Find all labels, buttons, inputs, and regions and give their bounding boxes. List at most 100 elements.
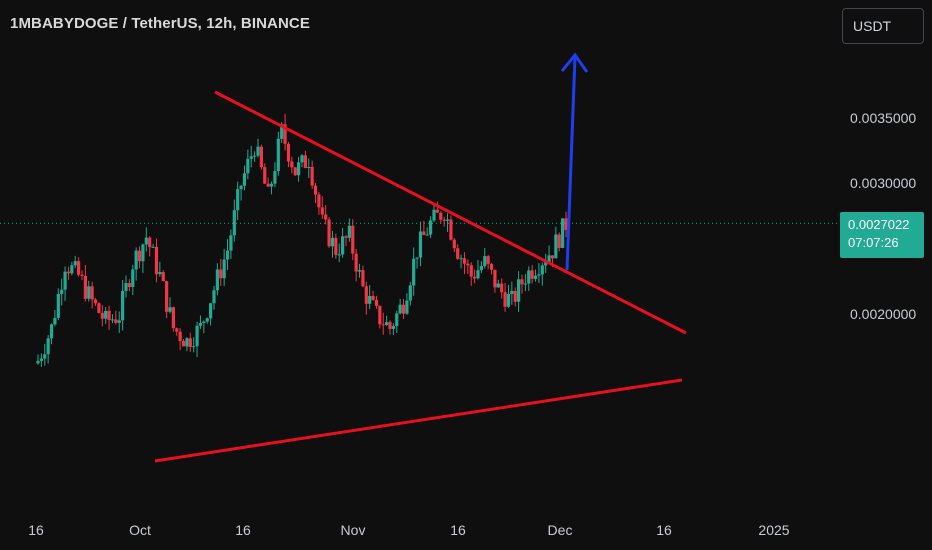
candle-body (307, 166, 311, 168)
candle-body (253, 155, 257, 157)
candle-body (300, 155, 304, 163)
candle-body (513, 290, 517, 302)
candle-body (388, 322, 392, 329)
candle-body (165, 281, 169, 312)
candle-body (442, 219, 446, 221)
currency-selector-button[interactable]: USDT (842, 8, 924, 44)
candle-body (486, 256, 490, 264)
candle-body (523, 283, 527, 285)
candle-body (246, 158, 250, 174)
candle-body (100, 312, 104, 319)
candle-body (181, 340, 186, 347)
candle-body (408, 285, 412, 301)
candle-body (90, 286, 94, 300)
last-price-value: 0.0027022 (848, 217, 910, 233)
candle-body (104, 310, 108, 319)
candle-body (144, 237, 148, 245)
candle-body (344, 236, 348, 238)
candle-body (256, 146, 260, 156)
upper-trendline (214, 90, 687, 335)
chart-title: 1MBABYDOGE / TetherUS, 12h, BINANCE (10, 15, 310, 32)
candle-body (347, 225, 351, 238)
candle-body (297, 162, 301, 176)
candle-body (93, 299, 98, 304)
candle-body (533, 275, 538, 279)
candle-body (178, 331, 182, 341)
candle-body (97, 303, 101, 313)
candle-body (412, 258, 416, 286)
candle-body (259, 146, 263, 168)
candle-body (327, 219, 331, 247)
candle-body (175, 328, 179, 332)
candle-body (493, 269, 497, 288)
lower-trendline (154, 378, 683, 463)
candle-body (276, 138, 280, 172)
candle-body (249, 156, 253, 159)
candle-body (222, 259, 226, 279)
candle-body (550, 255, 555, 259)
candle-body (361, 270, 365, 287)
candle-body (395, 313, 399, 327)
candle-body (225, 250, 230, 260)
candle-body (212, 290, 216, 304)
candle-body (341, 236, 345, 255)
candle-body (334, 237, 338, 255)
time-tick-label: Nov (340, 522, 366, 538)
candle-body (121, 290, 125, 321)
candle-body (198, 322, 203, 326)
candle-body (77, 261, 81, 275)
candle-body (110, 319, 115, 321)
candle-body (290, 161, 294, 168)
candle-body (236, 189, 240, 211)
candle-body (449, 219, 453, 240)
price-tick-label: 0.0035000 (850, 110, 917, 126)
candle-body (66, 271, 71, 274)
candle-body (381, 324, 385, 326)
candle-body (313, 185, 318, 195)
candle-body (378, 305, 382, 325)
candle-body (70, 265, 74, 274)
candle-body (351, 225, 355, 254)
candle-body (540, 265, 544, 275)
candle-body (368, 295, 372, 304)
time-tick-label: 16 (28, 522, 44, 538)
candle-body (80, 274, 84, 276)
candle-body (148, 237, 152, 248)
last-price-tag: 0.0027022 07:07:26 (840, 212, 924, 259)
candle-body (117, 320, 121, 323)
candle-body (161, 272, 165, 282)
candle-body (242, 173, 247, 186)
time-tick-label: 16 (656, 522, 672, 538)
candle-body (158, 272, 162, 275)
candle-body (330, 237, 335, 247)
candle-body (469, 265, 473, 277)
candle-body (53, 317, 57, 325)
candle-body (215, 269, 219, 291)
candle-body (127, 283, 131, 287)
candle-body (415, 257, 419, 259)
candle-body (219, 269, 223, 279)
candle-body (462, 258, 467, 264)
candle-body (124, 283, 128, 291)
candle-body (266, 183, 270, 187)
candle-body (49, 324, 54, 339)
candle-body (439, 212, 443, 220)
candle-body (401, 304, 406, 314)
candle-body (418, 231, 423, 258)
candle-body (192, 346, 196, 348)
candle-body (134, 250, 138, 270)
candle-body (435, 209, 439, 213)
candle-body (46, 338, 50, 355)
candle-body (303, 155, 307, 168)
candle-body (466, 263, 470, 266)
candle-body (310, 166, 314, 186)
candle-body (286, 143, 291, 162)
candle-body (459, 258, 463, 260)
candle-body (385, 322, 389, 326)
candle-body (39, 358, 43, 361)
candle-body (425, 234, 429, 236)
candle-body (489, 263, 494, 270)
candle-body (479, 266, 483, 271)
candle-body (114, 319, 118, 323)
